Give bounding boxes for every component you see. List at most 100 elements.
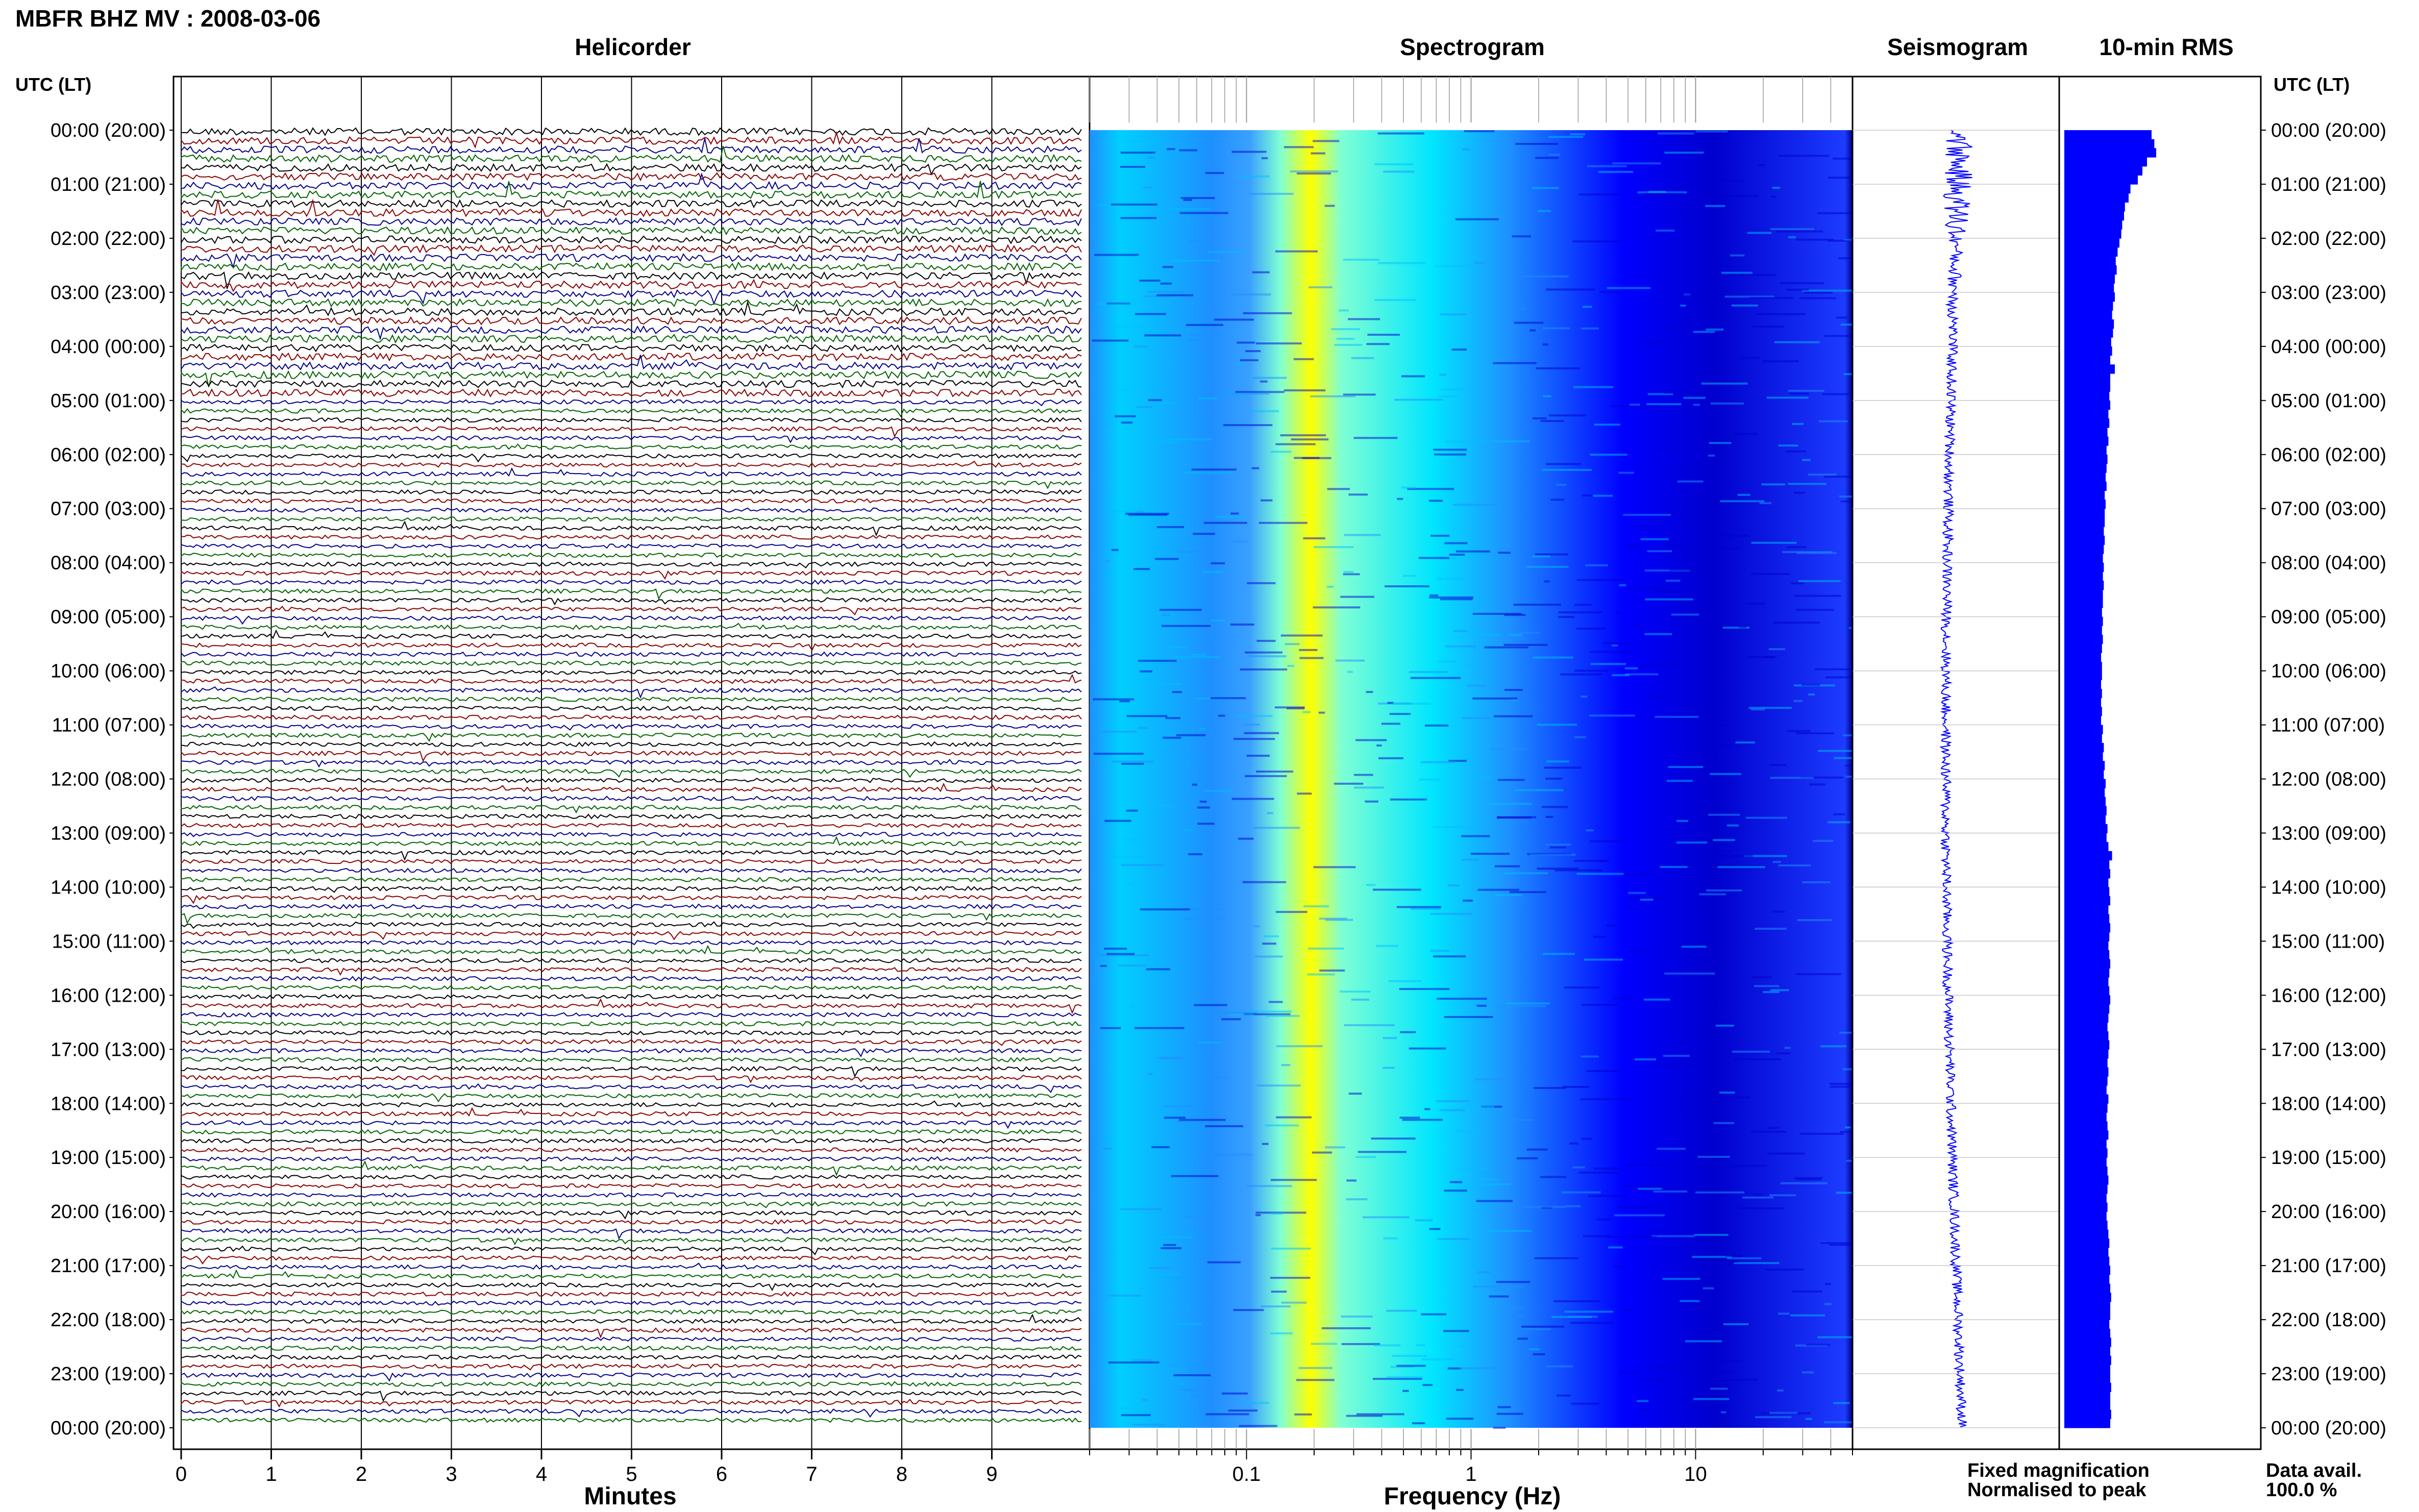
time-label-right: 00:00 (20:00) (2271, 1418, 2386, 1439)
spectrogram-streak (1754, 985, 1780, 987)
spectrogram-streak (1609, 405, 1661, 407)
spectrogram-streak (1743, 855, 1787, 857)
rms-bar (2064, 1211, 2107, 1221)
spectrogram-streak (1741, 357, 1760, 359)
spectrogram-streak (1433, 955, 1466, 958)
spectrogram-streak (1319, 969, 1345, 972)
helicorder-trace (181, 605, 1082, 616)
spectrogram-streak (1466, 684, 1486, 687)
spectrogram-streak (1171, 260, 1220, 262)
spectrogram-streak (1105, 560, 1110, 562)
utc-lt-label-left: UTC (LT) (15, 74, 91, 95)
time-label-right: 12:00 (08:00) (2271, 769, 2386, 790)
helicorder-trace (181, 225, 1082, 236)
spectrogram-streak (1120, 217, 1157, 219)
rms-plot (2058, 76, 2266, 1450)
spectrogram-streak (1543, 395, 1551, 398)
spectrogram-streak (1172, 691, 1182, 693)
spectrogram-streak (1685, 1340, 1722, 1343)
spectrogram-streak (1699, 170, 1725, 172)
spectrogram-streak (1715, 1024, 1734, 1027)
spectrogram-streak (1554, 869, 1603, 872)
spectrogram-streak (1173, 1374, 1211, 1376)
spectrogram-streak (1680, 1103, 1706, 1106)
spectrogram-streak (1731, 304, 1758, 307)
time-label-right: 05:00 (01:00) (2271, 390, 2386, 412)
spectrogram-streak (1823, 476, 1871, 478)
helicorder-trace (181, 945, 1082, 955)
spectrogram-streak (1189, 334, 1224, 337)
spectrogram-streak (1197, 1155, 1220, 1158)
spectrogram-streak (1327, 585, 1334, 588)
spectrogram-streak (1702, 1287, 1714, 1290)
spectrogram-streak (1179, 1383, 1185, 1385)
helicorder-trace (181, 217, 1082, 227)
spectrogram-streak (1828, 239, 1854, 242)
spectrogram-streak (1131, 1423, 1166, 1426)
helicorder-trace (181, 1039, 1082, 1046)
spectrogram-streak (1625, 673, 1659, 676)
helicorder-trace (181, 145, 1082, 164)
helicorder-trace (181, 1021, 1082, 1027)
spectrogram-streak (1646, 697, 1671, 699)
spectrogram-streak (1121, 422, 1133, 424)
spectrogram-streak (1271, 1247, 1311, 1250)
rms-bar (2064, 770, 2104, 780)
spectrogram-streak (1833, 1402, 1850, 1404)
helicorder-trace (181, 253, 1082, 269)
spectrogram-streak (1183, 472, 1234, 474)
spectrogram-streak (1780, 282, 1824, 284)
seismogram-title: Seismogram (1887, 34, 2028, 60)
spectrogram-streak (1243, 312, 1292, 314)
spectrogram-streak (1751, 708, 1765, 711)
spectrogram-streak (1311, 1343, 1338, 1345)
spectrogram-streak (1311, 152, 1325, 155)
rms-bar (2064, 1175, 2109, 1185)
spectrogram-streak (1472, 697, 1518, 700)
spectrogram-streak (1415, 1219, 1433, 1222)
rms-bar (2064, 1112, 2107, 1122)
helicorder-x-tick-label: 1 (265, 1463, 277, 1485)
rms-bar (2064, 535, 2105, 545)
helicorder-trace (181, 1262, 1082, 1270)
spectrogram-streak (1155, 558, 1179, 560)
rms-bar (2064, 184, 2131, 194)
spectrogram-streak (1788, 389, 1824, 392)
spectrogram-streak (1462, 858, 1478, 861)
spectrogram-streak (1498, 552, 1511, 554)
spectrogram-streak (1632, 197, 1659, 200)
spectrogram-streak (1121, 762, 1144, 765)
time-label-left: 14:00 (10:00) (51, 877, 166, 898)
spectrogram-streak (1700, 724, 1728, 727)
spectrogram-streak (1667, 511, 1712, 514)
spectrogram-streak (1838, 257, 1864, 260)
rms-bar (2064, 599, 2103, 608)
time-label-right: 06:00 (02:00) (2271, 444, 2386, 466)
spectrogram-streak (1238, 837, 1254, 840)
spectrogram-streak (1742, 1196, 1773, 1199)
spectrogram-streak (1220, 392, 1269, 395)
spectrogram-streak (1255, 771, 1293, 773)
helicorder-trace (181, 686, 1082, 699)
time-label-left: 22:00 (18:00) (51, 1309, 166, 1331)
spectrogram-streak (1646, 1230, 1674, 1233)
rms-bar (2064, 959, 2110, 969)
rms-bar (2064, 562, 2104, 572)
spectrogram-streak (1124, 838, 1145, 841)
spectrogram-streak (1203, 571, 1224, 573)
spectrogram-streak (1535, 157, 1559, 159)
spectrogram-streak (1396, 1365, 1426, 1367)
spectrogram-streak (1737, 493, 1750, 496)
helicorder-x-tick-label: 3 (446, 1463, 457, 1485)
spectrogram-x-tick-label: 0.1 (1232, 1463, 1261, 1485)
helicorder-trace (181, 903, 1082, 910)
helicorder-x-tick-label: 6 (716, 1463, 727, 1485)
spectrogram-streak (1721, 1411, 1726, 1414)
spectrogram-streak (1462, 717, 1491, 720)
spectrogram-streak (1540, 420, 1564, 423)
spectrogram-streak (1245, 651, 1282, 654)
spectrogram-streak (1612, 162, 1661, 165)
spectrogram-streak (1730, 254, 1745, 257)
rms-bar (2064, 418, 2110, 428)
spectrogram-streak (1193, 1395, 1204, 1397)
